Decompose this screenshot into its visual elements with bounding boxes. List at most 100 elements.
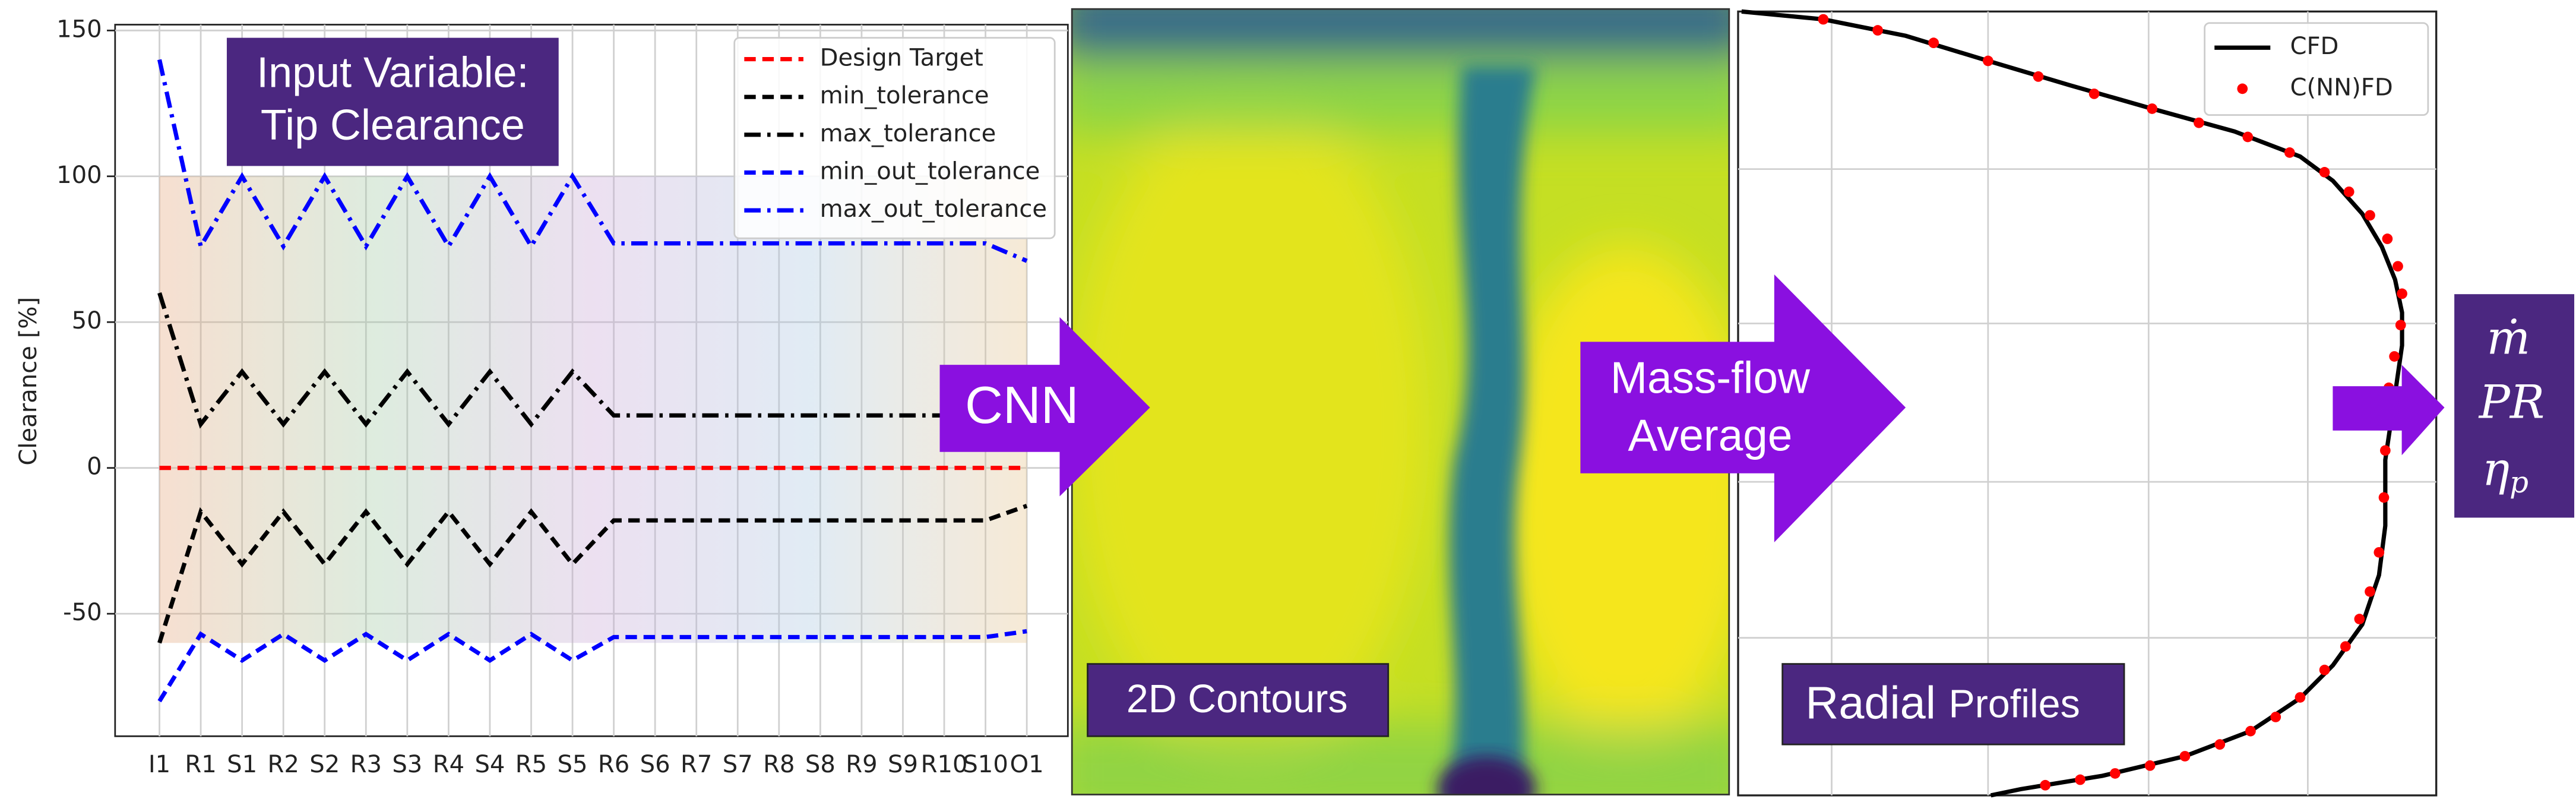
sample-band (159, 176, 1027, 643)
input-label: Input Variable: (257, 49, 529, 96)
x-tick-label: S8 (805, 751, 836, 778)
profile-dot (2319, 664, 2330, 675)
profile-dot (2382, 233, 2393, 244)
average-label: Mass-flow (1610, 353, 1811, 403)
profile-dot (2319, 167, 2330, 178)
input-label: Tip Clearance (261, 102, 525, 149)
legend-label: min_out_tolerance (820, 157, 1040, 185)
x-tick-label: R6 (598, 751, 629, 778)
profiles-box (1781, 663, 2125, 746)
profile-dot (2040, 779, 2051, 791)
contours-box (1087, 663, 1390, 737)
legend-swatch (2237, 83, 2248, 94)
profiles-word: Radial (1805, 678, 1936, 729)
output-arrow (2333, 365, 2445, 456)
profile-dot (2374, 547, 2385, 558)
output-symbol-main: η (2482, 443, 2509, 497)
x-tick-label: S10 (963, 751, 1008, 778)
y-tick-label: -50 (63, 599, 102, 626)
profile-dot (2194, 117, 2204, 128)
profiles-word: Profiles (1948, 682, 2080, 726)
x-tick-label: O1 (1010, 751, 1044, 778)
profile-dot (2284, 147, 2295, 158)
x-tick-label: S6 (640, 751, 670, 778)
x-tick-label: S1 (227, 751, 257, 778)
legend-box (733, 37, 1056, 239)
profile-dot (2393, 261, 2403, 272)
profile-dot (2075, 774, 2086, 785)
x-tick-label: S2 (309, 751, 340, 778)
series-line (157, 292, 1027, 429)
x-tick-label: S5 (558, 751, 588, 778)
x-tick-label: R10 (921, 751, 968, 778)
profile-dot (2110, 768, 2121, 779)
x-tick-label: R8 (763, 751, 795, 778)
profile-dot (2397, 288, 2407, 299)
profile-dot (2270, 712, 2281, 722)
profile-dot (2088, 89, 2100, 99)
y-axis-label: Clearance [%] (15, 297, 42, 466)
contours-label: 2D Contours (1126, 677, 1348, 721)
x-tick-label: R7 (681, 751, 712, 778)
profile-dot (1983, 55, 1993, 67)
outputs-box (2454, 294, 2575, 518)
profile-dot (2144, 760, 2156, 771)
profile-dot (2380, 445, 2391, 456)
x-tick-label: S7 (723, 751, 753, 778)
series-line (157, 504, 1028, 644)
legend-label: Design Target (820, 45, 983, 72)
series-line (157, 629, 1027, 703)
x-tick-label: R5 (515, 751, 547, 778)
legend-label: max_out_tolerance (820, 195, 1048, 223)
x-tick-label: I1 (148, 751, 170, 778)
output-symbol: ṁ (2487, 311, 2530, 365)
profile-dot (2245, 725, 2256, 737)
profile-dot (2295, 692, 2306, 703)
profile-dot (2033, 71, 2044, 82)
legend-label: max_tolerance (820, 120, 996, 147)
x-tick-label: R3 (350, 751, 382, 778)
profile-dot (2365, 210, 2375, 221)
y-tick-label: 0 (87, 453, 102, 481)
y-tick-label: 150 (56, 15, 102, 43)
x-tick-label: R9 (846, 751, 877, 778)
profile-dot (1928, 37, 1939, 48)
input-box (226, 37, 559, 166)
average-arrow (1580, 274, 1906, 542)
profile-dot (2389, 351, 2400, 362)
profile-dot (2343, 187, 2355, 197)
profile-dot (2354, 614, 2365, 624)
output-symbol: ηp (2482, 443, 2528, 500)
cnn-arrow (939, 317, 1150, 497)
legend-label: C(NN)FD (2290, 74, 2393, 101)
profile-dot (2378, 492, 2390, 503)
profile-dot (2340, 641, 2351, 652)
x-tick-label: S4 (474, 751, 505, 778)
profile-dot (2395, 320, 2406, 331)
profile-dot (2365, 586, 2375, 597)
y-tick-label: 100 (56, 162, 102, 189)
legend-label: min_tolerance (820, 82, 989, 109)
average-label: Average (1628, 410, 1793, 460)
profile-dot (2179, 751, 2191, 762)
y-tick-label: 50 (72, 307, 102, 334)
legend-label: CFD (2290, 33, 2338, 60)
profile-dot (1872, 25, 1883, 36)
series-line (157, 59, 1028, 263)
x-tick-label: R1 (185, 751, 216, 778)
profile-dot (2242, 131, 2254, 143)
x-tick-label: R4 (433, 751, 464, 778)
profile-chart: CFD C(NN)FD (1738, 9, 2436, 798)
output-symbol: PR (2478, 375, 2545, 429)
profile-dot (1818, 14, 1829, 25)
x-tick-label: S3 (392, 751, 422, 778)
output-subscript: p (2509, 465, 2528, 500)
cnn-label: CNN (965, 375, 1079, 434)
profile-dot (2214, 739, 2226, 750)
profiles-label: Radial Profiles (1805, 678, 2080, 729)
x-tick-label: R2 (267, 751, 299, 778)
profile-dot (2147, 103, 2158, 114)
x-tick-label: S9 (888, 751, 918, 778)
